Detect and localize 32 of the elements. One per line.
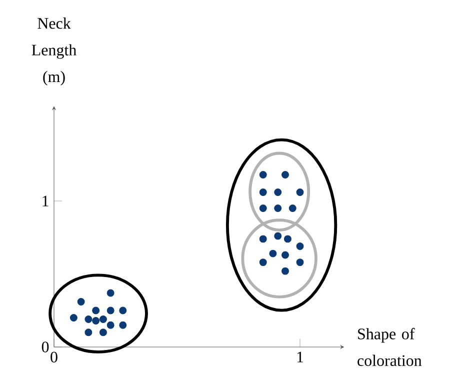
- point: [99, 328, 107, 336]
- point: [274, 188, 282, 196]
- point: [70, 314, 78, 322]
- x-axis-title: Shape of coloration: [358, 328, 422, 366]
- point: [106, 321, 114, 329]
- point: [282, 251, 289, 259]
- point: [288, 204, 296, 212]
- point: [119, 321, 127, 329]
- point: [269, 250, 277, 258]
- point: [274, 204, 282, 212]
- point: [259, 188, 267, 196]
- point: [296, 242, 304, 250]
- point: [84, 328, 92, 336]
- point: [282, 170, 289, 178]
- point: [84, 316, 92, 323]
- point: [282, 267, 289, 275]
- point: [119, 306, 127, 314]
- point: [77, 298, 85, 306]
- point: [99, 316, 107, 323]
- point: [259, 258, 267, 266]
- point: [259, 170, 267, 178]
- point: [259, 204, 267, 212]
- point: [106, 306, 114, 314]
- point: [284, 235, 292, 243]
- point: [106, 289, 114, 297]
- point: [274, 232, 282, 240]
- point: [296, 258, 304, 266]
- y-axis-title: Neck Length (m): [32, 18, 76, 86]
- point: [92, 316, 100, 324]
- point: [92, 306, 100, 314]
- point: [259, 235, 267, 243]
- point: [296, 188, 304, 196]
